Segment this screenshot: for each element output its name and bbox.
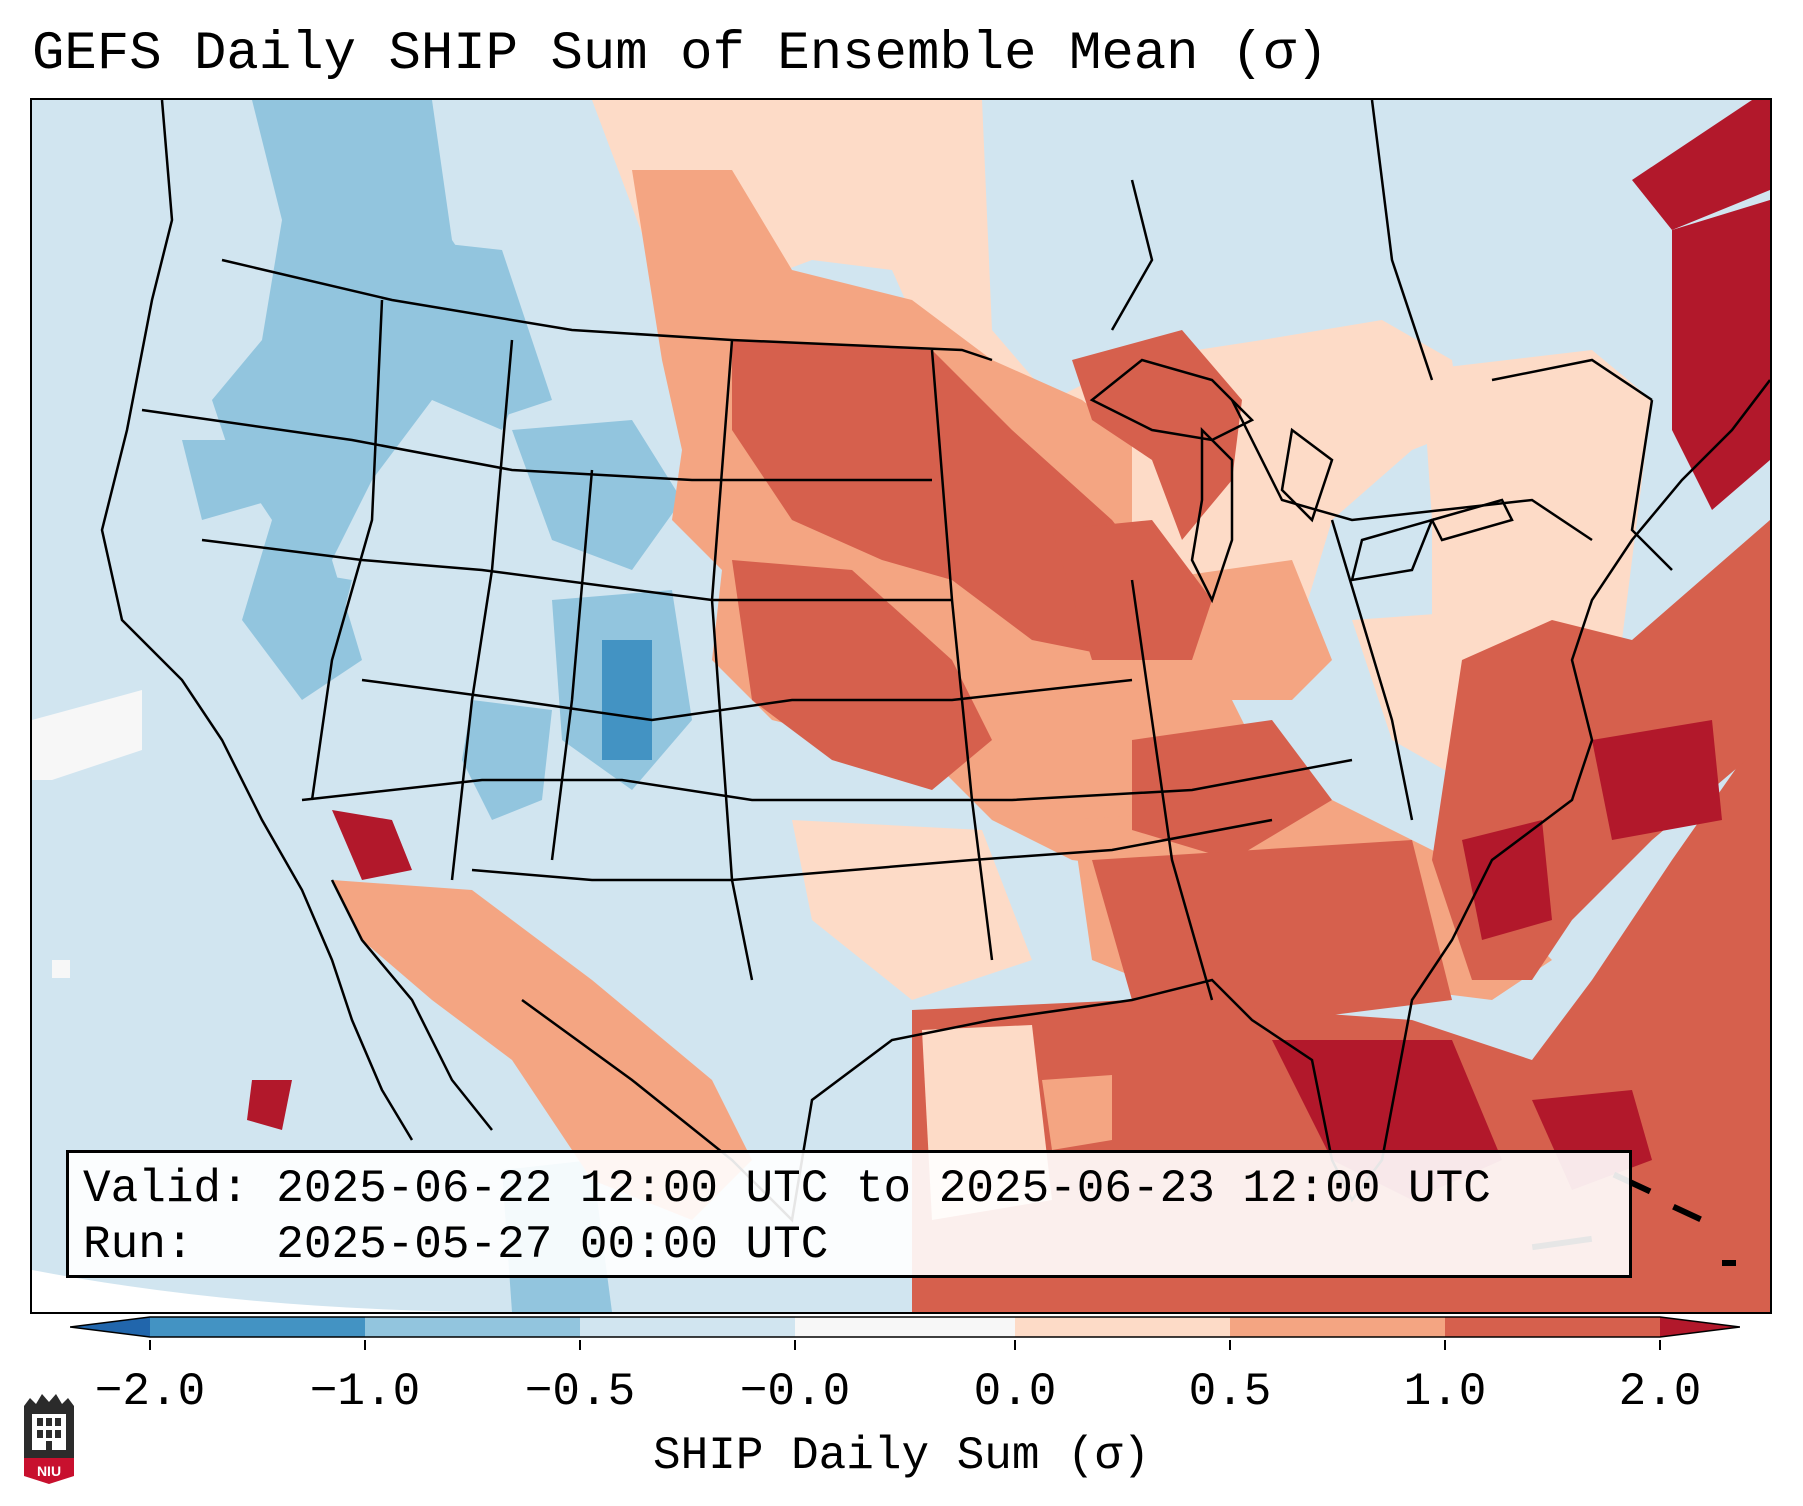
coastline-west [100, 100, 414, 1141]
valid-info-box: Valid: 2025-06-22 12:00 UTC to 2025-06-2… [66, 1150, 1632, 1278]
valid-value: 2025-06-22 12:00 UTC to 2025-06-23 12:00… [276, 1163, 1491, 1215]
tick-mark [579, 1340, 581, 1350]
colorbar-label: SHIP Daily Sum (σ) [653, 1430, 1150, 1482]
colorbar-segment-0-05 [1015, 1317, 1230, 1337]
tick-label: 2.0 [1618, 1366, 1702, 1418]
tick-mark [1659, 1340, 1661, 1350]
tick-mark [149, 1340, 151, 1350]
map-title: GEFS Daily SHIP Sum of Ensemble Mean (σ) [32, 24, 1329, 85]
run-value: 2025-05-27 00:00 UTC [276, 1219, 829, 1271]
tick-mark [1014, 1340, 1016, 1350]
colorbar-segment-zero [795, 1317, 1015, 1337]
colorbar-segment-over [1660, 1317, 1740, 1337]
valid-label: Valid: [83, 1163, 249, 1215]
colorbar [70, 1316, 1740, 1338]
colorbar-segment-1-2 [1445, 1317, 1660, 1337]
tick-label: −0.0 [739, 1366, 851, 1418]
tick-mark [1444, 1340, 1446, 1350]
colorbar-segment-05-1 [1230, 1317, 1445, 1337]
field-orange-mexico [332, 880, 752, 1220]
field-lightred-north [592, 100, 1462, 620]
tick-label: −0.5 [524, 1366, 636, 1418]
tick-mark [364, 1340, 366, 1350]
ship-map [30, 98, 1772, 1314]
tick-mark [794, 1340, 796, 1350]
colorbar-segment-neg2-neg1 [150, 1317, 365, 1337]
tick-label: −2.0 [94, 1366, 206, 1418]
field-darkblue-colorado [602, 640, 652, 760]
run-label: Run: [83, 1219, 194, 1271]
tick-label: −1.0 [309, 1366, 421, 1418]
boundary-lines [100, 100, 1770, 1223]
run-row: Run: 2025-05-27 00:00 UTC [83, 1217, 1615, 1273]
colorbar-segment-under [70, 1317, 150, 1337]
field-darkred-newengland [1672, 200, 1770, 510]
tick-label: 0.0 [973, 1366, 1057, 1418]
tick-label: 1.0 [1403, 1366, 1487, 1418]
colorbar-ticks: −2.0 −1.0 −0.5 −0.0 0.0 0.5 1.0 2.0 [0, 1340, 1803, 1418]
tick-mark [1229, 1340, 1231, 1350]
colorbar-segment-neg1-neg05 [365, 1317, 580, 1337]
logo-text: NIU [37, 1463, 61, 1479]
colorbar-segment-neg05-0 [580, 1317, 795, 1337]
tick-label: 0.5 [1188, 1366, 1272, 1418]
field-red-southeast [1092, 840, 1452, 1020]
field-zero-pacific [32, 690, 142, 780]
valid-row: Valid: 2025-06-22 12:00 UTC to 2025-06-2… [83, 1161, 1615, 1217]
great-lakes [1089, 358, 1514, 604]
border-canada [221, 258, 993, 362]
niu-logo-icon: NIU [24, 1394, 74, 1484]
